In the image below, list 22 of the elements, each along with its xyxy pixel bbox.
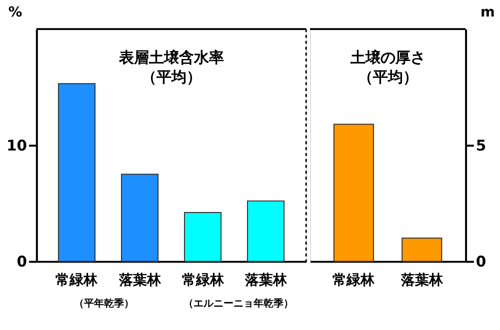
annotation: （平均） (358, 69, 418, 86)
x-tick-label: 常緑林 (332, 272, 376, 288)
y-tick-label: 10 (6, 138, 28, 155)
y-tick-label: 0 (16, 254, 28, 271)
bar (58, 83, 96, 262)
text: （平年乾季） (74, 298, 134, 310)
x-tick-label: 落葉林 (400, 272, 444, 288)
bar (184, 212, 222, 262)
y-axis-title: m (480, 4, 495, 21)
bar (247, 200, 285, 262)
x-tick-label: 常緑林 (182, 272, 225, 288)
y-tick-label: 5 (476, 138, 486, 155)
text: （エルニーニョ年乾季） (184, 298, 294, 310)
annotation: （平均） (141, 69, 202, 86)
x-tick-label: 落葉林 (118, 272, 162, 288)
y-axis-title: % (8, 4, 22, 21)
y-tick-label: 0 (476, 254, 486, 271)
annotation: 表層土壌含水率 (118, 48, 224, 67)
bar (120, 174, 159, 262)
annotation: 土壌の厚さ (349, 48, 426, 67)
x-tick-label: 常緑林 (56, 272, 99, 288)
x-tick-label: 落葉林 (244, 272, 288, 288)
